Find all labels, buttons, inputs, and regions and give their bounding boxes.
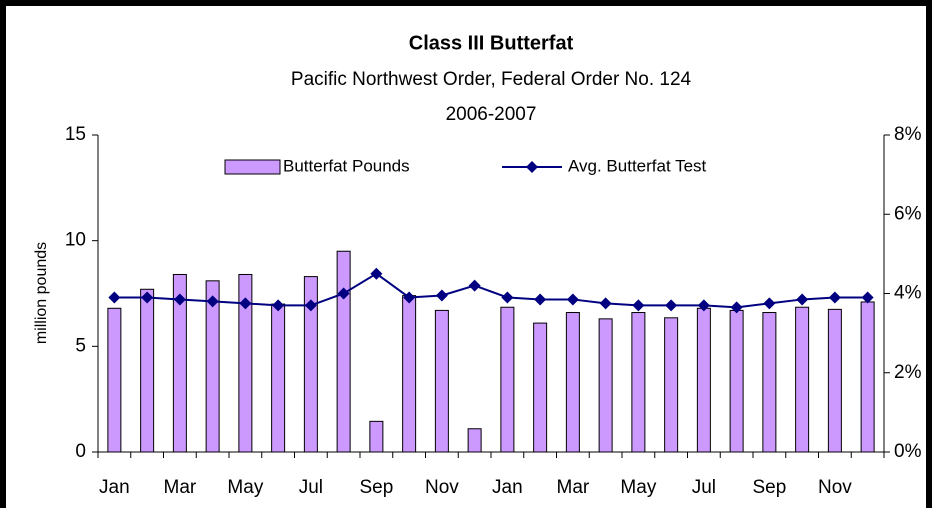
marker [566, 293, 579, 306]
x-tick-label: Jul [299, 477, 323, 498]
x-tick-label: Jul [692, 477, 716, 498]
chart-subtitle: Pacific Northwest Order, Federal Order N… [291, 69, 692, 90]
y-tick-label: 15 [65, 124, 86, 145]
marker [206, 295, 219, 308]
bar [402, 295, 417, 453]
marker [468, 279, 481, 292]
marker [435, 289, 448, 302]
x-tick-label: Nov [425, 477, 459, 498]
marker [632, 299, 645, 312]
marker [763, 297, 776, 310]
bar [369, 420, 384, 453]
marker [861, 291, 874, 304]
bar [140, 288, 155, 453]
bar [107, 307, 122, 453]
marker [534, 293, 547, 306]
y-tick-label: 5 [75, 335, 86, 356]
bar [762, 312, 777, 453]
y2-tick-label: 4% [894, 283, 922, 304]
marker [370, 267, 383, 280]
marker [239, 297, 252, 310]
marker [304, 299, 317, 312]
bar [696, 307, 711, 453]
marker [108, 291, 121, 304]
marker [403, 291, 416, 304]
bar [729, 309, 744, 453]
bar [336, 250, 351, 453]
legend-label: Avg. Butterfat Test [568, 156, 707, 175]
y2-tick-label: 2% [894, 362, 922, 383]
y-tick-label: 10 [65, 230, 86, 251]
x-tick-label: Mar [557, 477, 590, 498]
y-tick-label: 0 [75, 441, 86, 462]
bar [598, 318, 613, 453]
x-tick-label: Jan [99, 477, 130, 498]
bar [467, 428, 482, 453]
x-tick-label: May [227, 477, 263, 498]
marker [599, 297, 612, 310]
legend-label: Butterfat Pounds [283, 156, 410, 175]
legend-marker [526, 161, 538, 173]
marker [173, 293, 186, 306]
marker [272, 299, 285, 312]
bar [827, 308, 842, 453]
x-tick-label: Nov [818, 477, 852, 498]
marker [697, 299, 710, 312]
y2-tick-label: 6% [894, 203, 922, 224]
marker [337, 287, 350, 300]
x-tick-label: Jan [492, 477, 523, 498]
y-axis-label: million pounds [33, 242, 50, 344]
chart-subtitle: 2006-2007 [446, 104, 537, 125]
marker [796, 293, 809, 306]
bar [434, 309, 449, 453]
legend-swatch [224, 159, 281, 175]
chart-title: Class III Butterfat [409, 32, 574, 54]
y2-tick-label: 8% [894, 124, 922, 145]
x-tick-label: Sep [752, 477, 786, 498]
bar [860, 301, 875, 453]
marker [501, 291, 514, 304]
marker [665, 299, 678, 312]
x-tick-label: May [620, 477, 656, 498]
bar [533, 322, 548, 453]
bar [664, 317, 679, 453]
x-tick-label: Sep [359, 477, 393, 498]
x-tick-label: Mar [164, 477, 197, 498]
bar [795, 306, 810, 453]
marker [828, 291, 841, 304]
bar [500, 306, 515, 453]
bar [271, 303, 286, 453]
y2-tick-label: 0% [894, 441, 922, 462]
marker [730, 301, 743, 314]
bar [631, 312, 646, 453]
bar [565, 312, 580, 453]
marker [141, 291, 154, 304]
